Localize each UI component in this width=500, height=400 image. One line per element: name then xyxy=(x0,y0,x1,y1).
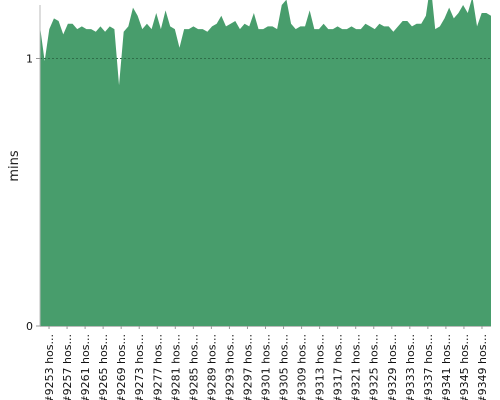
x-tick-label: #9349 hos... xyxy=(476,334,489,400)
x-tick-label: #9297 hos... xyxy=(241,334,254,400)
y-tick-label: 1 xyxy=(26,53,33,66)
y-tick-label: 0 xyxy=(26,320,33,333)
y-axis-ticks: 01 xyxy=(26,53,40,333)
x-tick-label: #9317 hos... xyxy=(332,334,345,400)
x-tick-label: #9257 hos... xyxy=(61,334,74,400)
x-tick-label: #9345 hos... xyxy=(458,334,471,400)
x-tick-label: #9261 hos... xyxy=(79,334,92,400)
x-axis-ticks: #9253 hos... #9257 hos... #9261 hos... #926… xyxy=(43,326,489,400)
x-tick-label: #9265 hos... xyxy=(97,334,110,400)
x-tick-label: #9273 hos... xyxy=(133,334,146,400)
x-tick-label: #9289 hos... xyxy=(205,334,218,400)
x-tick-label: #9253 hos... xyxy=(43,334,56,400)
x-tick-label: #9269 hos... xyxy=(115,334,128,400)
x-tick-label: #9301 hos... xyxy=(260,334,273,400)
x-tick-label: #9341 hos... xyxy=(440,334,453,400)
x-tick-label: #9285 hos... xyxy=(187,334,200,400)
area-series xyxy=(40,0,491,326)
x-tick-label: #9333 hos... xyxy=(404,334,417,400)
x-tick-label: #9325 hos... xyxy=(368,334,381,400)
x-tick-label: #9329 hos... xyxy=(386,334,399,400)
x-tick-label: #9281 hos... xyxy=(169,334,182,400)
x-tick-label: #9305 hos... xyxy=(278,334,291,400)
x-tick-label: #9337 hos... xyxy=(422,334,435,400)
x-tick-label: #9309 hos... xyxy=(296,334,309,400)
y-axis-title: mins xyxy=(7,150,22,182)
x-tick-label: #9293 hos... xyxy=(223,334,236,400)
x-tick-label: #9277 hos... xyxy=(151,334,164,400)
x-tick-label: #9313 hos... xyxy=(314,334,327,400)
x-tick-label: #9321 hos... xyxy=(350,334,363,400)
plot-area xyxy=(39,0,491,327)
